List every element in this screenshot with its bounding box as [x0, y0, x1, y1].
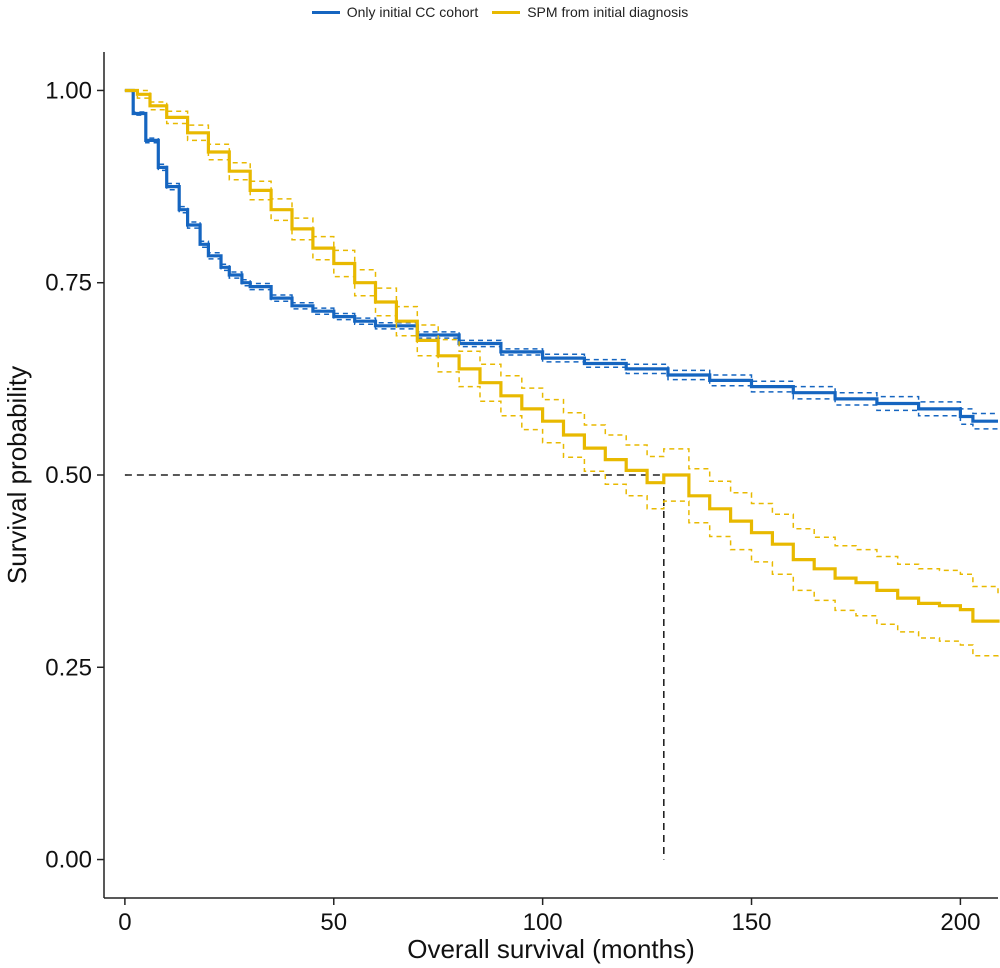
- y-tick-label: 0.50: [45, 462, 92, 489]
- legend-item-cc-cohort: Only initial CC cohort: [311, 4, 479, 20]
- y-tick-label: 0.75: [45, 270, 92, 297]
- x-tick-label: 150: [731, 909, 771, 936]
- legend-label-spm: SPM from initial diagnosis: [527, 4, 689, 20]
- x-tick-label: 100: [523, 909, 563, 936]
- x-tick-label: 0: [118, 909, 131, 936]
- axes: 0.00 0.25 0.50 0.75 1.00 0 50 100 150 200: [45, 52, 998, 936]
- legend-swatch-cc-cohort: [311, 10, 340, 14]
- y-tick-label: 0.00: [45, 847, 92, 874]
- ci-lower-cc-cohort: [124, 89, 998, 430]
- legend: Only initial CC cohort SPM from initial …: [0, 0, 1000, 24]
- legend-swatch-spm: [492, 10, 521, 14]
- y-axis-title: Survival probability: [2, 366, 32, 584]
- y-tick-label: 1.00: [45, 77, 92, 104]
- survival-curve-cc-cohort: [124, 88, 998, 423]
- ci-upper-cc-cohort: [124, 89, 998, 415]
- x-axis-title: Overall survival (months): [407, 934, 695, 964]
- ci-upper-spm: [124, 89, 999, 594]
- x-tick-label: 200: [940, 909, 980, 936]
- legend-item-spm: SPM from initial diagnosis: [492, 4, 688, 20]
- survival-curve-spm: [124, 88, 1000, 623]
- legend-label-cc-cohort: Only initial CC cohort: [346, 4, 479, 20]
- plot-area: [124, 88, 1000, 860]
- y-tick-label: 0.25: [45, 654, 92, 681]
- ci-lower-spm: [124, 89, 999, 657]
- x-tick-label: 50: [320, 909, 347, 936]
